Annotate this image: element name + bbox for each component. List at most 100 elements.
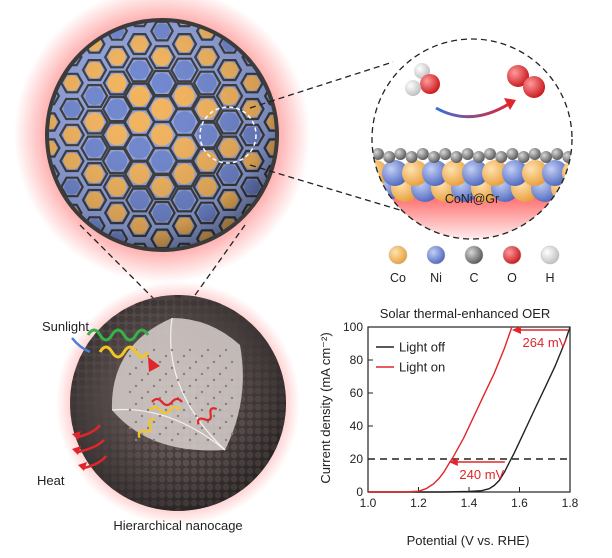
nanoparticle	[126, 467, 134, 475]
inner-particle	[188, 366, 192, 370]
nanoparticle	[158, 443, 166, 451]
nanoparticle	[174, 507, 182, 511]
nanoparticle	[222, 491, 230, 499]
nanoparticle	[134, 491, 142, 499]
nanoparticle	[150, 451, 158, 459]
nanoparticle	[110, 371, 118, 379]
nanoparticle	[166, 483, 174, 491]
nanoparticle	[110, 323, 118, 331]
nanoparticle	[262, 387, 270, 395]
cobalt-atom	[442, 160, 468, 186]
nanoparticle	[190, 451, 198, 459]
inner-particle	[188, 438, 192, 442]
x-axis-label: Potential (V vs. RHE)	[407, 533, 530, 548]
heat-label: Heat	[37, 473, 65, 488]
nanoparticle	[158, 315, 166, 323]
nanoparticle	[270, 403, 278, 411]
legend-entry: Light off	[399, 340, 445, 355]
nanoparticle	[214, 307, 222, 315]
nanoparticle	[94, 419, 102, 427]
nanoparticle	[222, 307, 230, 315]
nanoparticle	[142, 315, 150, 323]
nanoparticle	[238, 435, 246, 443]
carbon-atom	[574, 148, 586, 160]
legend-swatch-o	[502, 245, 522, 265]
series-line-light-on	[368, 326, 513, 493]
nanoparticle	[174, 299, 182, 307]
nanoparticle	[230, 331, 238, 339]
nanoparticle	[126, 315, 134, 323]
nanoparticle	[198, 315, 206, 323]
nanoparticle	[134, 315, 142, 323]
nanoparticle	[270, 411, 278, 419]
nanoparticle	[238, 331, 246, 339]
nanoparticle	[94, 467, 102, 475]
annotation-arrowhead	[448, 458, 458, 466]
chart-plot: Light off Light on 264 mV 240 mV	[368, 326, 571, 493]
nanoparticle	[78, 387, 86, 395]
nanoparticle	[198, 475, 206, 483]
nanoparticle	[126, 443, 134, 451]
nanoparticle	[126, 307, 134, 315]
nanoparticle	[278, 419, 286, 427]
nanoparticle	[70, 379, 78, 387]
y-tick-label: 60	[350, 386, 364, 400]
nanoparticle	[110, 419, 118, 427]
nanoparticle	[126, 331, 134, 339]
inner-particle	[158, 360, 162, 364]
inner-particle	[140, 396, 144, 400]
nanoparticle	[238, 467, 246, 475]
inner-particle	[134, 366, 138, 370]
nanoparticle	[278, 411, 286, 419]
nanoparticle	[238, 427, 246, 435]
inner-particle	[182, 426, 186, 430]
reaction-arrowhead	[504, 98, 516, 110]
oer-chart: Solar thermal-enhanced OER 1.0 1.2 1.4 1.6 1…	[318, 306, 579, 548]
inner-particle	[146, 408, 150, 412]
nanoparticle	[182, 475, 190, 483]
inner-particle	[134, 402, 138, 406]
nanoparticle	[262, 411, 270, 419]
inner-particle	[128, 390, 132, 394]
nanoparticle	[238, 459, 246, 467]
nanoparticle	[254, 395, 262, 403]
nanoparticle	[166, 299, 174, 307]
carbon-atom	[394, 148, 407, 160]
nanoparticle	[158, 459, 166, 467]
inner-particle	[224, 438, 228, 442]
nanoparticle	[238, 419, 246, 427]
nanoparticle	[230, 315, 238, 323]
sunlight-wave	[98, 345, 150, 359]
inner-particle	[188, 384, 192, 388]
nanoparticle	[142, 475, 150, 483]
inner-particle	[182, 372, 186, 376]
inner-particle	[176, 378, 180, 382]
nanoparticle	[198, 499, 206, 507]
nanoparticle	[238, 451, 246, 459]
inner-particle	[128, 372, 132, 376]
nanoparticle	[86, 419, 94, 427]
nanoparticle	[262, 379, 270, 387]
nanoparticle	[142, 451, 150, 459]
nanoparticle	[222, 467, 230, 475]
nanoparticle	[198, 459, 206, 467]
nanoparticle	[126, 483, 134, 491]
inner-particle	[134, 384, 138, 388]
nanoparticle	[214, 459, 222, 467]
nanoparticle	[222, 475, 230, 483]
nanoparticle	[118, 443, 126, 451]
sunlight-label: Sunlight	[42, 319, 89, 334]
nanoparticle	[86, 371, 94, 379]
nanoparticle	[254, 443, 262, 451]
nanoparticle	[262, 363, 270, 371]
nanoparticle	[150, 499, 158, 507]
inner-particle	[146, 426, 150, 430]
nanoparticle	[102, 371, 110, 379]
nanoparticle	[94, 347, 102, 355]
nanoparticle	[206, 475, 214, 483]
inner-particle	[194, 378, 198, 382]
nanoparticle	[214, 491, 222, 499]
nanoparticle	[254, 451, 262, 459]
nanoparticle	[278, 387, 286, 395]
nanoparticle	[238, 323, 246, 331]
